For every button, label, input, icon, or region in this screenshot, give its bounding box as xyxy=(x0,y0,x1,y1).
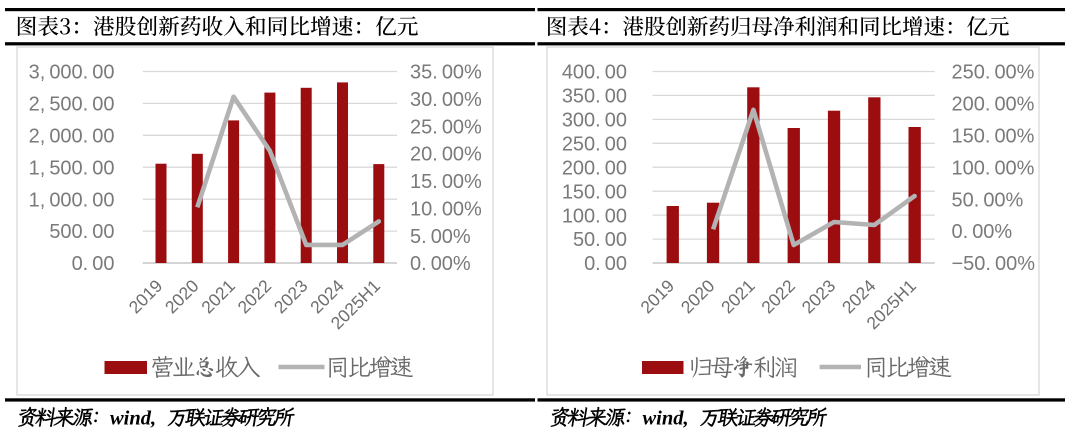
svg-text:0.00%: 0. 00% xyxy=(952,221,1013,243)
svg-text:2,500.00: 2, 500. 00 xyxy=(29,94,115,116)
svg-text:10.00%: 10. 00% xyxy=(410,198,482,220)
svg-text:1,000.00: 1, 000. 00 xyxy=(29,189,115,211)
svg-text:150.00: 150. 00 xyxy=(562,181,627,203)
svg-text:100.00: 100. 00 xyxy=(562,205,627,227)
svg-text:350.00: 350. 00 xyxy=(562,86,627,108)
svg-text:200.00: 200. 00 xyxy=(562,157,627,179)
svg-text:20.00%: 20. 00% xyxy=(410,144,482,166)
svg-text:30.00%: 30. 00% xyxy=(410,89,482,111)
svg-text:50.00: 50. 00 xyxy=(573,229,627,251)
svg-text:wind,: wind, xyxy=(110,408,156,430)
svg-text:3,000.00: 3, 000. 00 xyxy=(29,62,115,84)
svg-text:1,500.00: 1, 500. 00 xyxy=(29,157,115,179)
svg-text:50.00%: 50. 00% xyxy=(952,189,1024,211)
svg-text:400.00: 400. 00 xyxy=(562,62,627,84)
svg-text:0.00: 0. 00 xyxy=(584,253,627,275)
svg-text:500.00: 500. 00 xyxy=(49,221,114,243)
svg-text:250.00: 250. 00 xyxy=(562,134,627,156)
svg-text:0.00%: 0. 00% xyxy=(410,253,471,275)
svg-text:15.00%: 15. 00% xyxy=(410,171,482,193)
svg-text:5.00%: 5. 00% xyxy=(410,226,471,248)
svg-text:2,000.00: 2, 000. 00 xyxy=(29,126,115,148)
svg-text:0.00: 0. 00 xyxy=(72,253,115,275)
svg-text:35.00%: 35. 00% xyxy=(410,62,482,84)
svg-text:300.00: 300. 00 xyxy=(562,110,627,132)
svg-text:wind,: wind, xyxy=(643,408,689,430)
svg-text:25.00%: 25. 00% xyxy=(410,116,482,138)
